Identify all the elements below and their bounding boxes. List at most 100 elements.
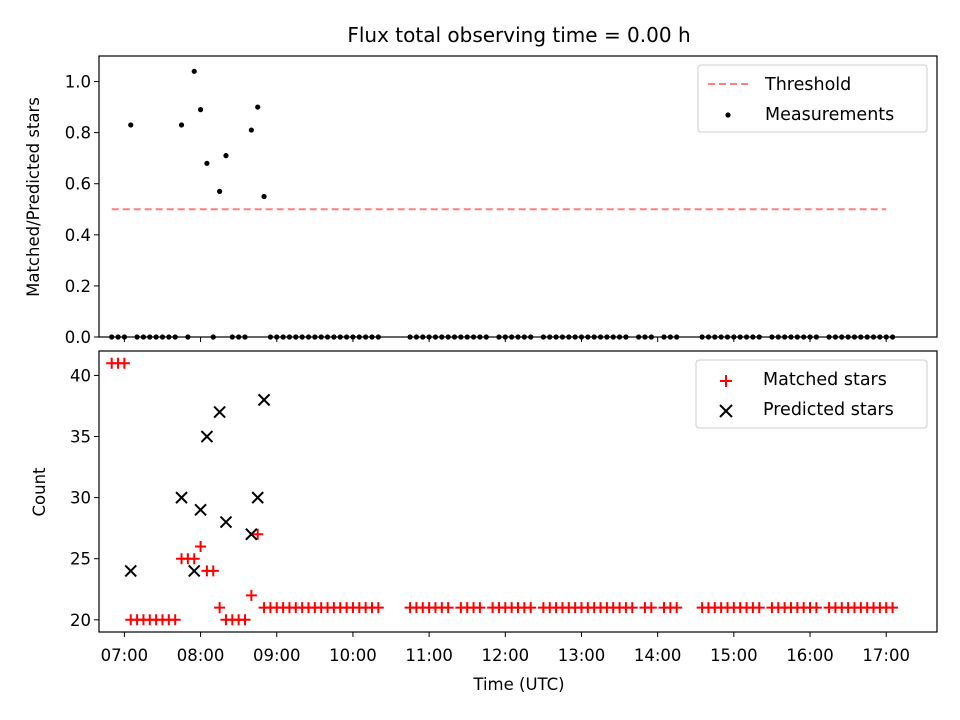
measurement-point <box>889 334 896 340</box>
measurement-point <box>870 334 877 340</box>
bottom-y-tick-label: 30 <box>70 489 91 508</box>
matched-star-point <box>245 589 257 601</box>
bottom-x-tick-label: 13:00 <box>558 646 606 665</box>
top-y-tick-label: 0.6 <box>65 175 91 194</box>
measurement-point <box>109 334 115 340</box>
measurement-point <box>578 334 585 340</box>
measurement-point <box>496 334 502 340</box>
measurement-point <box>750 334 756 340</box>
measurement-point <box>420 334 426 340</box>
measurement-point <box>178 122 185 128</box>
measurement-point <box>509 334 515 340</box>
measurement-point <box>737 334 743 340</box>
top-marks <box>109 68 896 340</box>
measurement-point <box>623 334 629 340</box>
measurement-point <box>375 334 381 340</box>
predicted-star-point <box>175 491 188 504</box>
bottom-y-ticks: 20 25 30 35 40 <box>70 366 99 630</box>
measurement-point <box>140 334 147 340</box>
measurement-point <box>324 334 331 340</box>
bottom-x-tick-label: 14:00 <box>634 646 682 665</box>
matched-star-point <box>188 553 200 565</box>
top-y-tick-label: 1.0 <box>65 73 91 92</box>
measurement-point <box>172 334 178 340</box>
measurement-point <box>293 334 299 340</box>
legend-threshold-label: Threshold <box>764 75 851 95</box>
measurement-point <box>851 334 858 340</box>
bottom-marks <box>106 357 899 626</box>
measurement-point <box>642 334 648 340</box>
matched-star-point <box>118 357 130 369</box>
measurement-point <box>801 334 807 340</box>
bottom-y-tick-label: 20 <box>70 611 91 630</box>
measurement-point <box>286 334 293 340</box>
measurement-point <box>331 334 337 340</box>
measurement-point <box>807 334 813 340</box>
measurement-point <box>318 334 324 340</box>
predicted-star-point <box>219 515 233 529</box>
top-y-tick-label: 0.4 <box>65 226 91 245</box>
legend-measurements-label: Measurements <box>765 105 894 125</box>
measurement-point <box>864 334 870 340</box>
bottom-y-axis-label: Count <box>30 467 49 517</box>
bottom-y-tick-label: 40 <box>70 366 91 385</box>
top-legend: Threshold Measurements <box>697 64 928 133</box>
measurement-point <box>591 334 597 340</box>
measurement-point <box>712 334 718 340</box>
bottom-legend: Matched stars Predicted stars <box>695 359 928 429</box>
predicted-star-point <box>124 564 137 578</box>
measurement-point <box>674 334 680 340</box>
measurement-point <box>604 334 610 340</box>
top-chart-title: Flux total observing time = 0.00 h <box>347 23 690 47</box>
measurement-point <box>299 334 305 340</box>
bottom-y-tick-label: 35 <box>70 428 91 447</box>
measurement-point <box>223 153 229 159</box>
measurement-point <box>547 334 553 340</box>
measurement-point <box>255 104 261 110</box>
measurement-point <box>337 334 343 340</box>
measurement-point <box>572 334 578 340</box>
matched-star-point <box>474 602 486 614</box>
top-legend-box <box>697 64 928 133</box>
measurement-point <box>667 334 673 340</box>
measurement-point <box>267 334 274 340</box>
measurement-point <box>159 334 166 340</box>
measurement-point <box>426 334 432 340</box>
measurement-point <box>769 334 775 340</box>
measurement-point <box>636 334 642 340</box>
bottom-plot-frame <box>98 350 938 633</box>
matched-star-point <box>525 602 537 614</box>
predicted-star-point <box>188 564 201 578</box>
measurement-point <box>483 334 489 340</box>
measurement-point <box>839 334 845 340</box>
matched-star-point <box>645 602 657 614</box>
legend-predicted-label: Predicted stars <box>763 400 894 420</box>
predicted-star-point <box>257 393 271 407</box>
matched-star-point <box>252 528 264 540</box>
measurement-point <box>458 334 464 340</box>
predicted-star-point <box>213 405 226 419</box>
measurement-point <box>236 334 242 340</box>
measurement-point <box>185 334 191 340</box>
bottom-x-tick-label: 15:00 <box>710 646 758 665</box>
measurement-point <box>343 334 350 340</box>
measurement-point <box>229 334 235 340</box>
measurement-point <box>356 334 362 340</box>
measurement-point <box>826 334 832 340</box>
legend-measurements-swatch <box>725 112 731 118</box>
matched-star-point <box>207 565 219 577</box>
measurement-point <box>566 334 572 340</box>
top-y-ticks: 0.0 0.2 0.4 0.6 0.8 1.0 <box>65 73 99 347</box>
measurement-point <box>261 193 267 200</box>
measurement-point <box>134 334 140 340</box>
measurement-point <box>312 334 318 340</box>
measurement-point <box>540 334 546 340</box>
bottom-x-tick-label: 10:00 <box>329 646 377 665</box>
measurement-point <box>197 107 204 113</box>
bottom-x-tick-label: 11:00 <box>405 646 453 665</box>
measurement-point <box>432 334 439 340</box>
measurement-point <box>115 334 121 340</box>
measurement-point <box>616 334 623 340</box>
top-panel: Matched/Predicted stars 0.0 0.2 0.4 0.6 0.8 1… <box>24 55 938 347</box>
